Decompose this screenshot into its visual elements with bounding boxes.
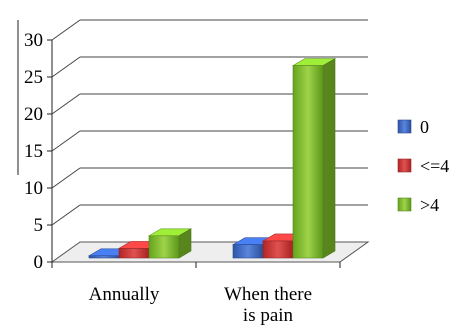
y-tick-label: 15 [24,141,43,162]
y-axis-ticks: 0 5 10 15 20 25 30 [24,30,52,273]
legend-item: >4 [397,195,439,215]
bar-front [118,248,150,259]
bars [87,58,337,259]
gridline-connector [51,204,81,226]
gridline-connector [51,56,81,78]
legend-swatch [397,119,412,134]
x-category-label: Annually [89,284,160,305]
y-tick-label: 10 [24,178,43,199]
y-tick-label: 5 [34,215,44,236]
bar [291,58,337,259]
category-labels: Annually When there is pain [89,284,312,326]
legend-label: <=4 [420,156,449,176]
gridline-connector [51,93,81,115]
y-tick-label: 30 [24,30,43,51]
bar-front [88,255,120,259]
gridline-connector [51,167,81,189]
legend-item: <=4 [397,156,449,176]
legend-item: 0 [397,117,429,137]
legend-swatch [397,197,412,212]
y-tick-label: 0 [34,252,44,273]
legend-swatch [397,158,412,173]
bar-front [292,65,324,259]
x-category-label: When there is pain [224,284,312,326]
gridline-connector [51,19,81,41]
bar [147,228,193,259]
gridline-connector [51,130,81,152]
bar-front [262,240,294,259]
bar-front [148,235,180,259]
bar-side [322,58,336,259]
legend-label: 0 [420,117,429,137]
y-tick-label: 20 [24,104,43,125]
bar-front [232,244,264,259]
legend-label: >4 [420,195,439,215]
y-tick-label: 25 [24,67,43,88]
legend: 0 <=4 >4 [397,117,449,215]
